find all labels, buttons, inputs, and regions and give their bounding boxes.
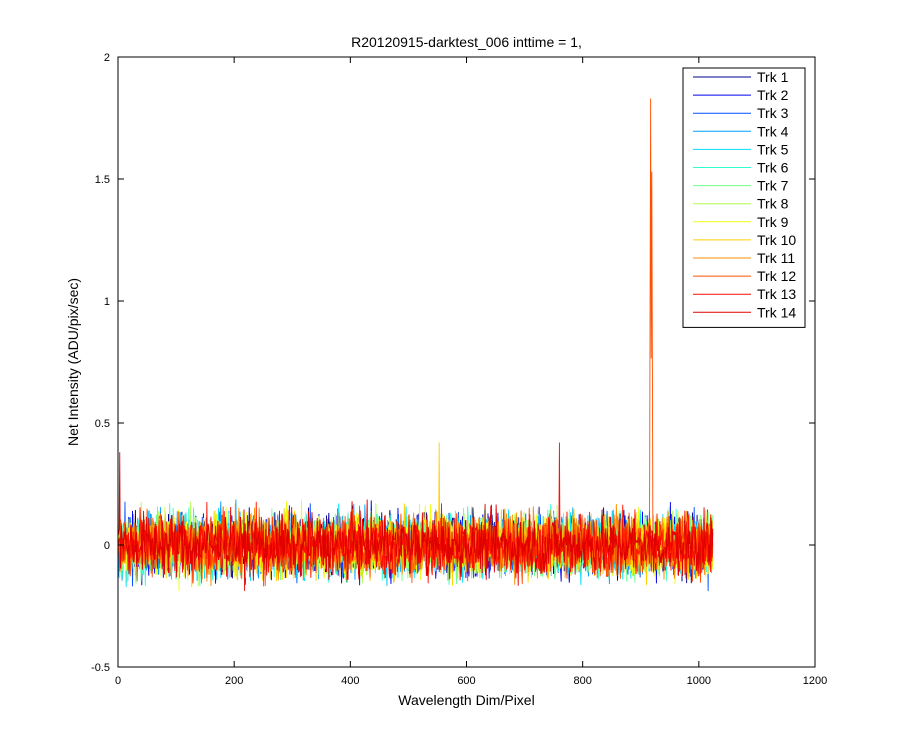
x-tick-label: 0 [115,675,121,687]
y-tick-label: 2 [104,52,110,64]
legend-entry: Trk 13 [757,286,796,302]
legend-entry: Trk 1 [757,69,789,85]
series-lines [118,98,714,592]
legend-entry: Trk 9 [757,214,789,230]
y-tick-label: 0 [104,540,110,552]
legend-entry: Trk 7 [757,178,789,194]
legend-entry: Trk 10 [757,232,796,248]
x-tick-label: 400 [341,675,359,687]
legend-entry: Trk 11 [757,250,795,266]
legend-entry: Trk 3 [757,105,789,121]
y-tick-label: -0.5 [91,662,110,674]
legend-entry: Trk 12 [757,268,796,284]
legend-entry: Trk 2 [757,87,789,103]
y-tick-label: 0.5 [95,418,110,430]
x-tick-label: 600 [457,675,475,687]
legend-entry: Trk 4 [757,123,789,139]
y-tick-label: 1 [104,296,110,308]
series-line-trk-14 [118,452,714,592]
legend-box [682,67,806,328]
axis-ticks: 0 200 400 600 800 1000 1200 -0.5 0 0.5 1 1.5 2 [91,52,827,687]
y-axis-label: Net Intensity (ADU/pix/sec) [65,278,81,446]
legend-entry: Trk 8 [757,196,789,212]
x-tick-label: 800 [573,675,591,687]
legend-entry: Trk 14 [757,304,796,320]
legend: Trk 1 Trk 2 Trk 3 Trk 4 Trk 5 Trk 6 Trk 7 Trk 8… [682,67,806,328]
x-tick-label: 1000 [687,675,711,687]
x-tick-label: 1200 [803,675,827,687]
x-axis-label: Wavelength Dim/Pixel [398,692,534,708]
chart-title: R20120915-darktest_006 inttime = 1, [351,34,582,50]
legend-entry: Trk 5 [757,141,789,157]
x-tick-label: 200 [225,675,243,687]
y-tick-label: 1.5 [95,174,110,186]
legend-entry: Trk 6 [757,160,789,176]
